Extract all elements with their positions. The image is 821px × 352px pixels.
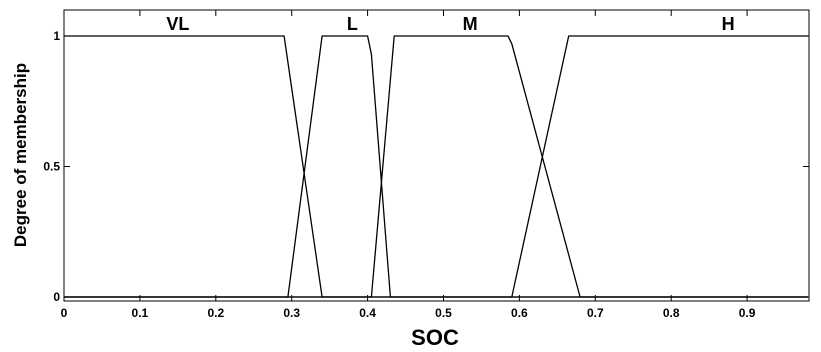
series-group [64, 35, 808, 298]
y-tick-label: 1 [53, 29, 60, 43]
x-tick-label: 0.4 [359, 306, 376, 320]
series-label-h: H [722, 14, 735, 34]
x-tick-label: 0.8 [663, 306, 680, 320]
x-tick-label: 0.9 [739, 306, 756, 320]
x-tick-label: 0.2 [207, 306, 224, 320]
series-label-m: M [463, 14, 478, 34]
x-tick-label: 0.7 [587, 306, 604, 320]
x-tick-label: 0.1 [132, 306, 149, 320]
x-axis-title: SOC [411, 325, 459, 350]
x-tick-label: 0.3 [283, 306, 300, 320]
series-label-vl: VL [166, 14, 189, 34]
x-tick-label: 0 [61, 306, 68, 320]
plot-area [63, 9, 810, 302]
y-tick-label: 0.5 [43, 160, 60, 174]
x-tick-label: 0.5 [435, 306, 452, 320]
series-line-h [64, 35, 808, 298]
legend-labels: VL L M H [166, 14, 734, 34]
y-axis-title: Degree of membership [11, 63, 30, 247]
x-axis: 0 0.1 0.2 0.3 0.4 0.5 0.6 0.7 0.8 0.9 [61, 10, 756, 320]
series-label-l: L [347, 14, 358, 34]
y-tick-label: 0 [53, 290, 60, 304]
x-tick-label: 0.6 [511, 306, 528, 320]
